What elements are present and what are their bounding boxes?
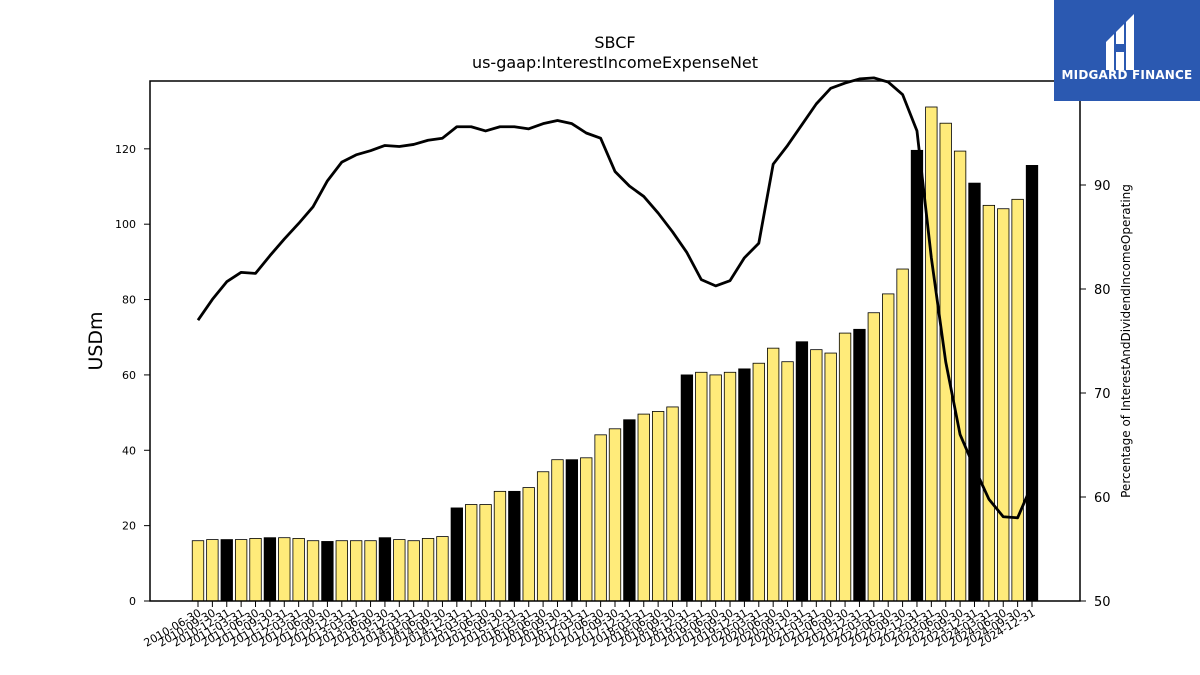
- y-tick-label: 0: [129, 595, 136, 608]
- bar: [953, 150, 967, 602]
- bar: [637, 413, 650, 602]
- y-tick-label: 20: [122, 520, 136, 533]
- bar: [378, 537, 392, 602]
- logo-text: MIDGARD FINANCE: [1061, 68, 1193, 82]
- bar: [263, 537, 277, 602]
- bar: [580, 457, 593, 602]
- y2-tick-label: 90: [1094, 179, 1111, 194]
- bar: [824, 352, 837, 602]
- bar: [709, 374, 722, 602]
- bar: [536, 471, 550, 602]
- bar: [680, 374, 694, 602]
- bar: [810, 349, 823, 602]
- y2-tick-label: 60: [1094, 491, 1111, 506]
- bar: [436, 536, 449, 602]
- bar: [982, 204, 996, 602]
- bar: [249, 538, 262, 602]
- y-tick-label: 100: [115, 218, 136, 231]
- bar: [278, 537, 291, 602]
- bar: [551, 459, 564, 602]
- bar: [321, 541, 334, 602]
- bar: [508, 490, 521, 602]
- chart-title: SBCF: [594, 33, 635, 52]
- bar: [220, 539, 233, 602]
- left-axis-ticks: 0 20 40 60 80 100 120: [115, 143, 150, 608]
- bar: [838, 332, 852, 602]
- bar: [896, 268, 909, 602]
- bar: [450, 507, 463, 602]
- y-tick-label: 120: [115, 143, 136, 156]
- bar: [465, 504, 478, 602]
- bar: [206, 539, 219, 602]
- bar: [335, 540, 348, 602]
- y2-tick-label: 70: [1094, 387, 1111, 402]
- y-tick-label: 40: [122, 444, 136, 457]
- bar: [968, 182, 981, 602]
- bar: [191, 540, 205, 602]
- bar: [421, 538, 435, 602]
- bar: [292, 538, 305, 602]
- line-layer: [196, 76, 1034, 520]
- y2-tick-label: 50: [1094, 595, 1111, 610]
- line-series: [196, 76, 1034, 520]
- y2-axis-label: Percentage of InterestAndDividendIncomeO…: [1119, 184, 1133, 498]
- bars-layer: [191, 106, 1039, 602]
- bar: [393, 539, 406, 602]
- bar: [522, 487, 535, 602]
- bar: [666, 406, 679, 602]
- x-axis-ticks: 2010-06-302010-09-302010-12-312011-03-31…: [142, 601, 1038, 650]
- bar: [723, 371, 737, 602]
- bar: [350, 540, 363, 602]
- bar: [234, 539, 248, 602]
- bar: [364, 540, 377, 602]
- bar: [910, 149, 924, 602]
- bar: [608, 428, 622, 602]
- bar: [695, 371, 708, 602]
- bar: [1025, 165, 1039, 602]
- bar: [997, 208, 1010, 602]
- bar: [479, 504, 492, 602]
- bar: [781, 361, 794, 602]
- right-axis-ticks: 50 60 70 80 90: [1080, 179, 1111, 610]
- brand-logo: MIDGARD FINANCE: [1054, 0, 1200, 101]
- bar: [867, 312, 880, 602]
- bar: [565, 459, 579, 602]
- bar: [407, 540, 420, 602]
- y2-tick-label: 80: [1094, 283, 1111, 298]
- bar: [594, 434, 607, 602]
- bar: [306, 540, 320, 602]
- bar: [623, 419, 636, 602]
- bar: [767, 347, 780, 602]
- y-tick-label: 80: [122, 294, 136, 307]
- bar: [493, 490, 507, 602]
- bar: [738, 368, 751, 602]
- bar: [795, 341, 809, 602]
- y-axis-label: USDm: [85, 311, 107, 370]
- bar: [853, 328, 866, 602]
- bar: [882, 293, 895, 602]
- bar: [1011, 198, 1024, 602]
- bar: [925, 106, 938, 602]
- logo-icon: [1106, 14, 1134, 70]
- bar: [651, 411, 665, 602]
- chart-subtitle: us-gaap:InterestIncomeExpenseNet: [472, 53, 758, 72]
- bar: [752, 362, 765, 602]
- y-tick-label: 60: [122, 369, 136, 382]
